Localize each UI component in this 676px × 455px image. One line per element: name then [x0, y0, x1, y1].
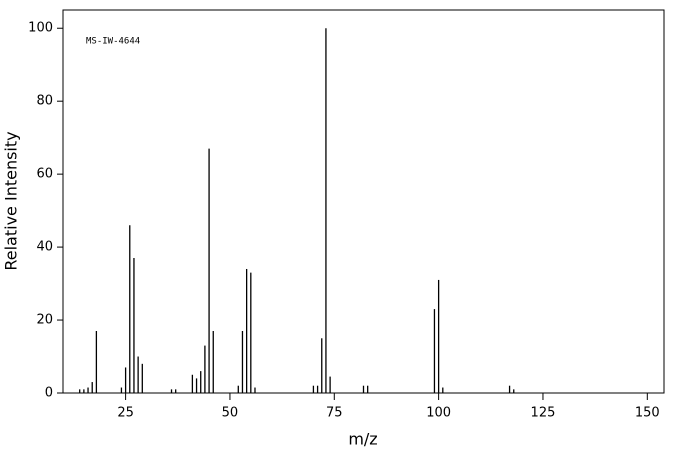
- y-tick-label: 0: [45, 386, 53, 401]
- plot-frame: [62, 9, 665, 394]
- x-tick-label: 150: [635, 406, 660, 421]
- annotation: MS-IW-4644: [86, 37, 140, 47]
- y-tick-label: 40: [36, 240, 53, 255]
- y-axis-label: Relative Intensity: [2, 131, 21, 270]
- y-tick-label: 80: [36, 94, 53, 109]
- x-tick-label: 125: [531, 406, 556, 421]
- x-tick-label: 100: [426, 406, 451, 421]
- y-tick-label: 20: [36, 313, 53, 328]
- x-tick-label: 75: [326, 406, 343, 421]
- y-tick-label: 60: [36, 167, 53, 182]
- y-tick-label: 100: [28, 21, 53, 36]
- x-tick-label: 50: [222, 406, 239, 421]
- x-tick-label: 25: [117, 406, 134, 421]
- x-axis-label: m/z: [348, 430, 377, 449]
